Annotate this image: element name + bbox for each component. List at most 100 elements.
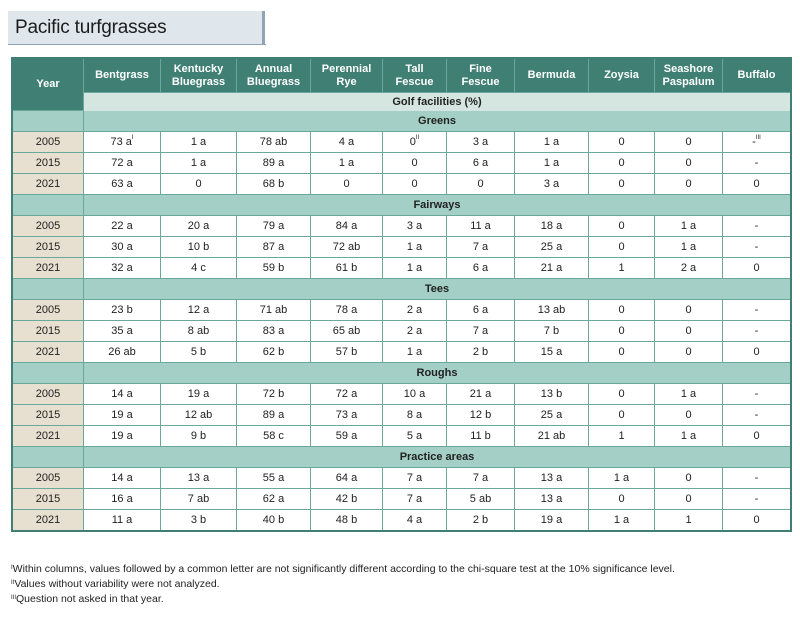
value-cell: 3 a bbox=[383, 216, 447, 237]
value-cell: 8 a bbox=[383, 405, 447, 426]
section-year-blank bbox=[13, 195, 84, 216]
value-cell: 0 bbox=[723, 174, 790, 195]
year-cell: 2015 bbox=[13, 321, 84, 342]
value-cell: 40 b bbox=[237, 510, 311, 530]
value-cell: 16 a bbox=[84, 489, 161, 510]
value-cell: 0 bbox=[723, 258, 790, 279]
year-header: Year bbox=[13, 59, 84, 111]
value-cell: 0 bbox=[383, 153, 447, 174]
value-cell: 11 b bbox=[447, 426, 515, 447]
value-cell: 0 bbox=[589, 405, 655, 426]
value-cell: 25 a bbox=[515, 237, 589, 258]
value-cell: 18 a bbox=[515, 216, 589, 237]
footnote: IIIQuestion not asked in that year. bbox=[11, 592, 675, 607]
value-cell: 0 bbox=[655, 153, 723, 174]
section-row: Practice areas bbox=[13, 447, 790, 468]
section-row: Greens bbox=[13, 111, 790, 132]
value-cell: 7 a bbox=[383, 489, 447, 510]
footnote: IWithin columns, values followed by a co… bbox=[11, 562, 675, 577]
year-cell: 2005 bbox=[13, 216, 84, 237]
value-cell: 0 bbox=[589, 216, 655, 237]
column-header: Bermuda bbox=[515, 59, 589, 93]
value-cell: 57 b bbox=[311, 342, 383, 363]
value-cell: 1 bbox=[655, 510, 723, 530]
value-cell: 55 a bbox=[237, 468, 311, 489]
year-cell: 2005 bbox=[13, 468, 84, 489]
footnote-text: Question not asked in that year. bbox=[16, 593, 164, 605]
footnote-mark: I bbox=[131, 135, 134, 141]
value-cell: 62 a bbox=[237, 489, 311, 510]
value-cell: 79 a bbox=[237, 216, 311, 237]
value-cell: 89 a bbox=[237, 405, 311, 426]
column-header-line-2: Fescue bbox=[461, 75, 500, 88]
value-cell: 21 a bbox=[447, 384, 515, 405]
value-cell: 0 bbox=[655, 132, 723, 153]
value-cell: 71 ab bbox=[237, 300, 311, 321]
value-cell: 83 a bbox=[237, 321, 311, 342]
value-cell: 2 a bbox=[383, 300, 447, 321]
value-cell: 59 b bbox=[237, 258, 311, 279]
value-cell: 6 a bbox=[447, 300, 515, 321]
section-title: Greens bbox=[84, 111, 790, 132]
value-cell: 19 a bbox=[515, 510, 589, 530]
value-cell: 3 a bbox=[447, 132, 515, 153]
value-cell: 13 a bbox=[515, 489, 589, 510]
value-cell: 0 bbox=[655, 468, 723, 489]
column-header: Bentgrass bbox=[84, 59, 161, 93]
value-cell: 1 a bbox=[655, 426, 723, 447]
value-cell: 78 a bbox=[311, 300, 383, 321]
value-cell: 7 a bbox=[447, 237, 515, 258]
value-cell: 2 b bbox=[447, 342, 515, 363]
value-cell: 0 bbox=[447, 174, 515, 195]
value-cell: 1 a bbox=[515, 132, 589, 153]
column-header-line-1: Seashore bbox=[663, 62, 714, 75]
value-cell: 7 ab bbox=[161, 489, 237, 510]
value-cell: 0 bbox=[655, 489, 723, 510]
value-cell: 0 bbox=[589, 174, 655, 195]
column-header-line-1: Fine bbox=[469, 62, 492, 75]
value-cell: - bbox=[723, 237, 790, 258]
section-year-blank bbox=[13, 111, 84, 132]
column-header-line-1: Bermuda bbox=[527, 69, 576, 81]
value-cell: - bbox=[723, 489, 790, 510]
value-cell: 22 a bbox=[84, 216, 161, 237]
value-cell: 0 bbox=[589, 237, 655, 258]
value-cell: 84 a bbox=[311, 216, 383, 237]
year-cell: 2005 bbox=[13, 384, 84, 405]
column-header: Fine Fescue bbox=[447, 59, 515, 93]
value-cell: 19 a bbox=[84, 405, 161, 426]
subheader-row: Golf facilities (%) bbox=[13, 93, 790, 111]
value-cell: 7 a bbox=[447, 321, 515, 342]
value-cell: 4 a bbox=[311, 132, 383, 153]
golf-facilities-subheader: Golf facilities (%) bbox=[84, 93, 790, 111]
value-cell: 2 a bbox=[655, 258, 723, 279]
value-cell: 1 bbox=[589, 258, 655, 279]
year-cell: 2015 bbox=[13, 405, 84, 426]
column-header: Annual Bluegrass bbox=[237, 59, 311, 93]
column-header-line-1: Perennial bbox=[321, 62, 372, 75]
value-cell: 13 a bbox=[515, 468, 589, 489]
column-header-line-1: Bentgrass bbox=[95, 69, 149, 81]
value-cell: 87 a bbox=[237, 237, 311, 258]
column-header-line-2: Rye bbox=[336, 75, 357, 88]
turfgrass-table: Year Bentgrass Kentucky Bluegrass Annual Blue… bbox=[11, 57, 792, 532]
value-cell: 5 a bbox=[383, 426, 447, 447]
value-cell: 89 a bbox=[237, 153, 311, 174]
value-cell: - bbox=[723, 468, 790, 489]
value-cell: 14 a bbox=[84, 468, 161, 489]
section-year-blank bbox=[13, 363, 84, 384]
year-cell: 2021 bbox=[13, 342, 84, 363]
footnote-mark: II bbox=[11, 580, 15, 586]
value-cell: 4 a bbox=[383, 510, 447, 530]
year-cell: 2021 bbox=[13, 426, 84, 447]
column-header: Tall Fescue bbox=[383, 59, 447, 93]
value-cell: 15 a bbox=[515, 342, 589, 363]
